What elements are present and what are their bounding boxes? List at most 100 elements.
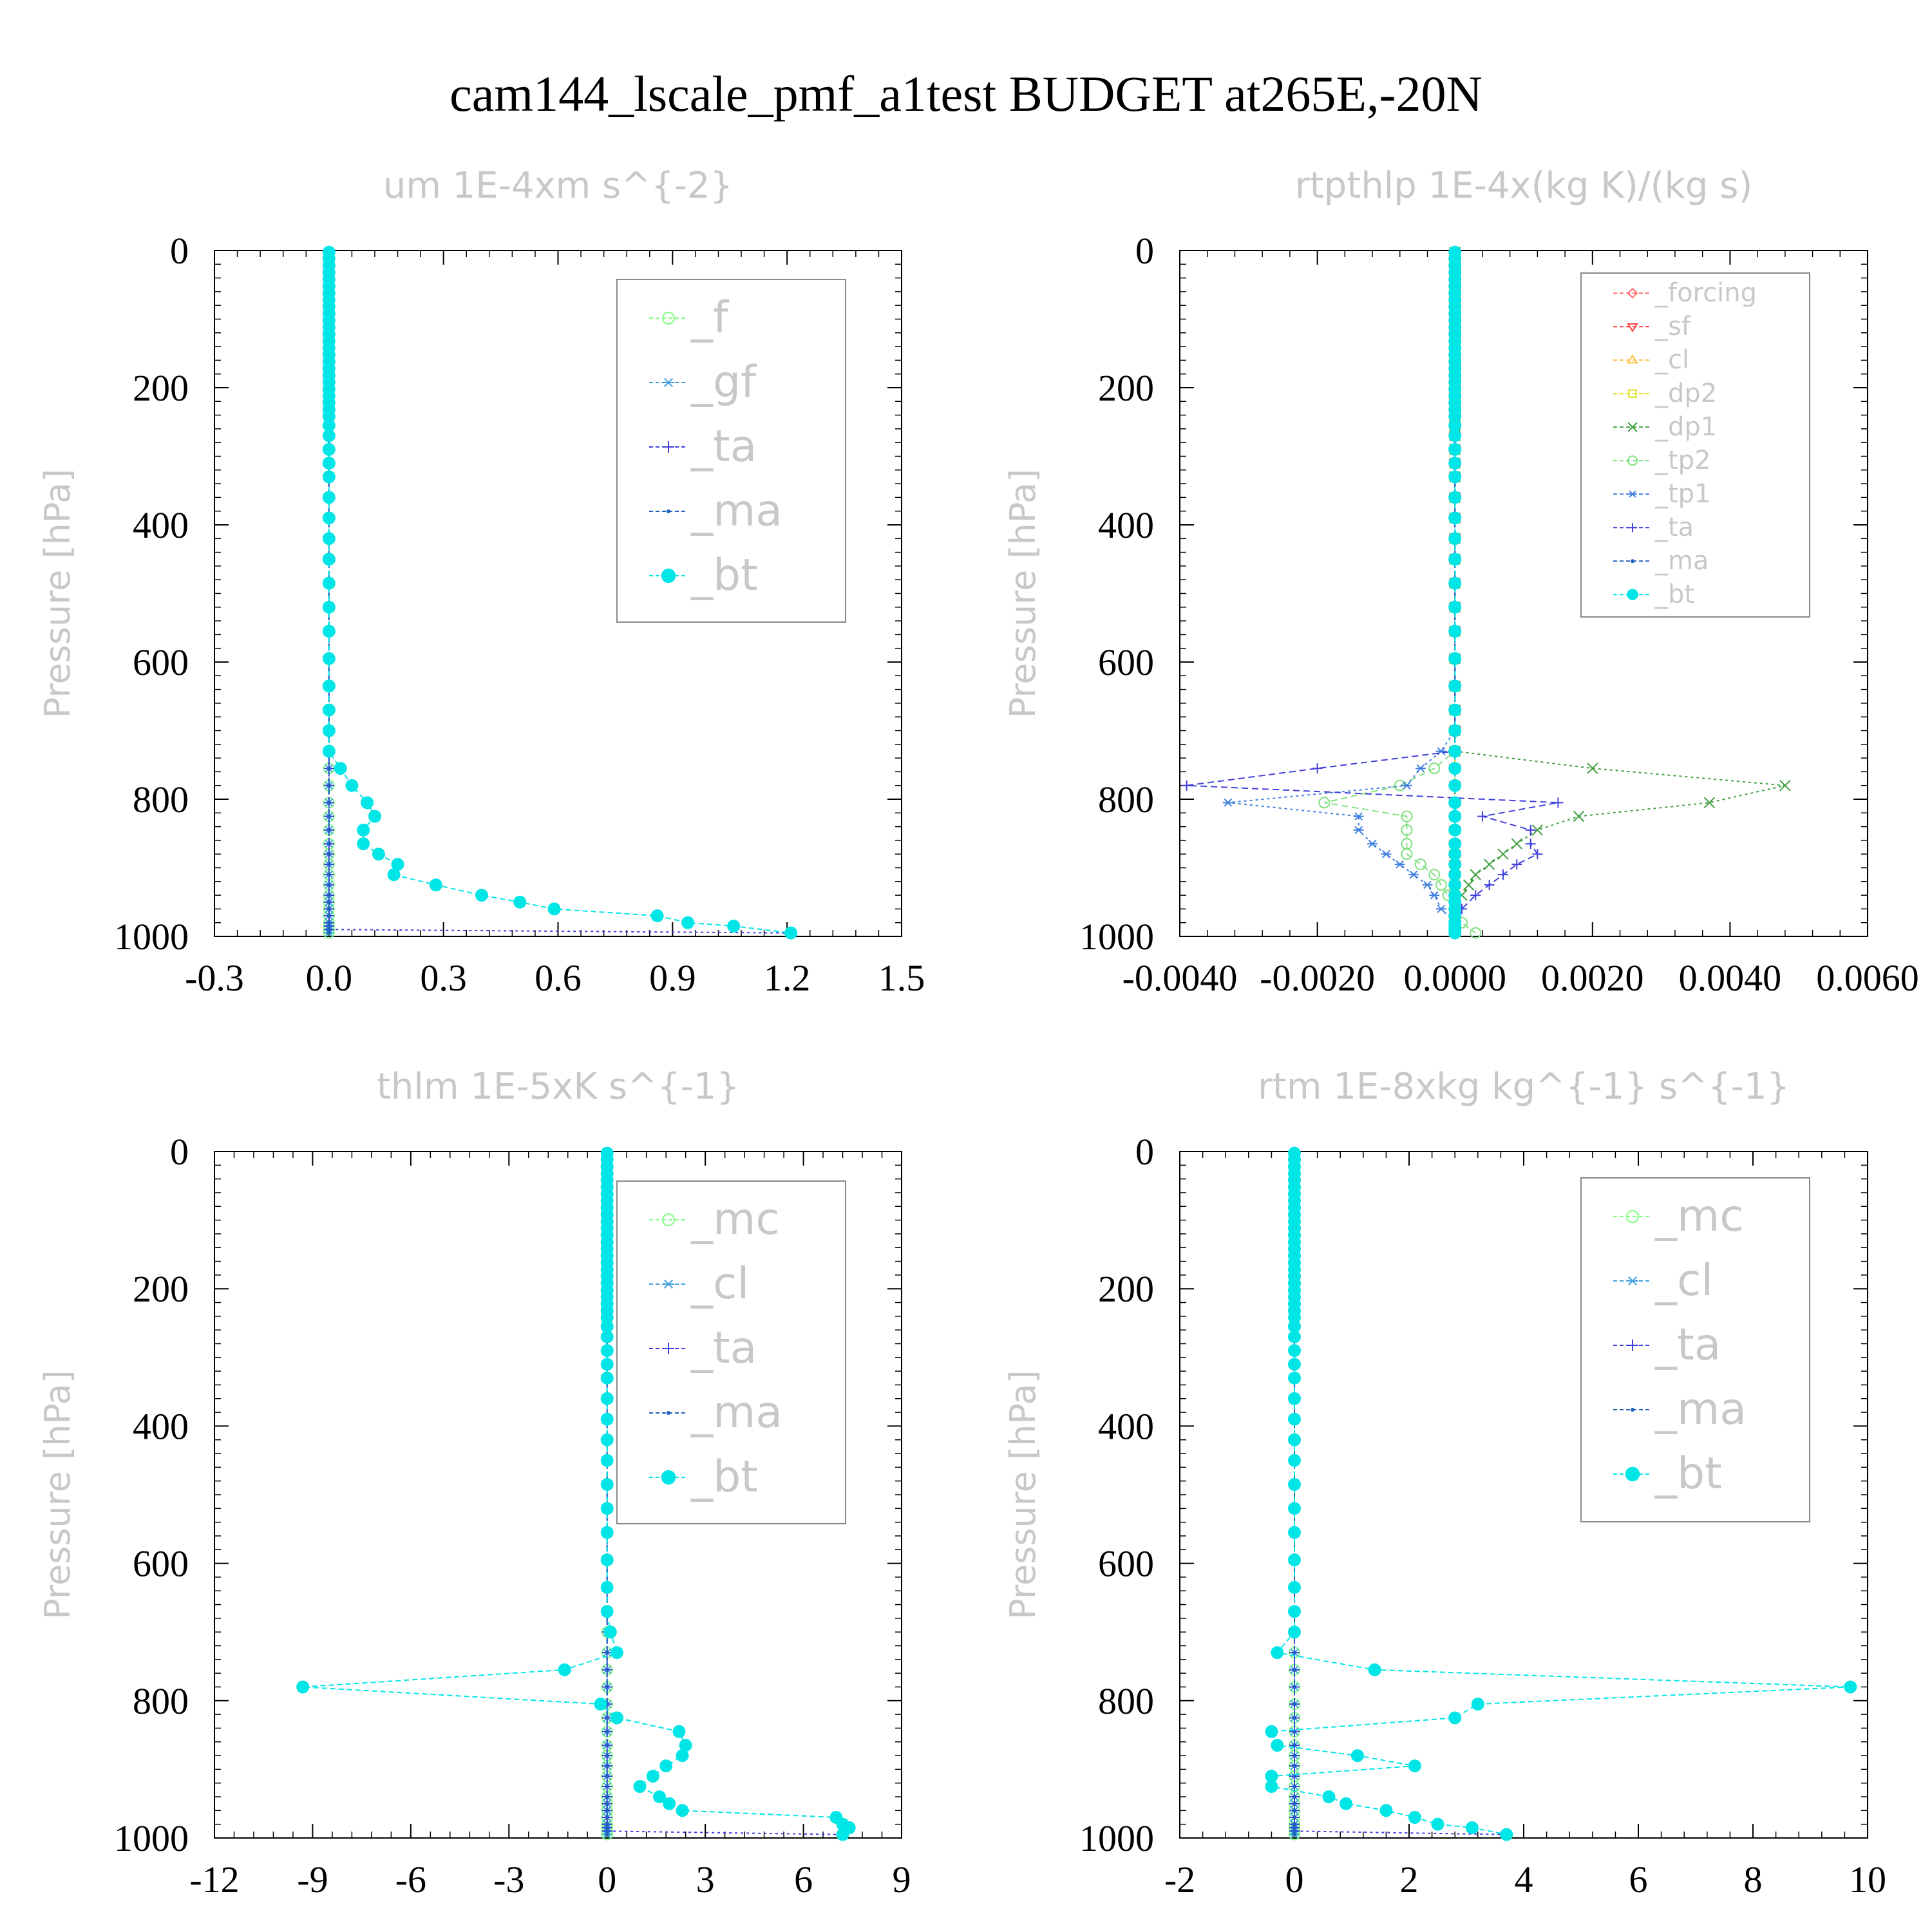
data-point	[1428, 869, 1441, 881]
x-tick-label: 0.0020	[1541, 957, 1644, 999]
series-line	[1227, 252, 1456, 923]
data-point	[1448, 442, 1462, 456]
data-point	[1470, 890, 1481, 901]
data-point	[1401, 781, 1412, 790]
panel-title: rtpthlp 1E-4x(kg K)/(kg s)	[1295, 165, 1753, 207]
data-point	[345, 779, 359, 792]
data-point	[1288, 1553, 1301, 1567]
data-point	[322, 625, 336, 638]
data-point	[1368, 1663, 1381, 1676]
legend-label: _f	[690, 292, 730, 343]
data-point	[600, 1580, 614, 1594]
legend-label: _forcing	[1654, 278, 1757, 308]
legend-marker	[1628, 389, 1637, 398]
x-tick-label: 0.0	[306, 957, 353, 999]
data-point	[1448, 868, 1462, 882]
x-tick-label: -9	[297, 1859, 328, 1900]
data-point	[605, 1774, 609, 1779]
data-point	[429, 878, 442, 892]
data-point	[605, 1808, 609, 1813]
legend-label: _tp2	[1654, 446, 1711, 475]
data-point	[1394, 860, 1405, 869]
data-point	[1532, 849, 1543, 860]
data-point	[1471, 1698, 1484, 1711]
data-point	[322, 703, 336, 717]
data-point	[357, 837, 370, 851]
legend-label: _mc	[1654, 1191, 1744, 1242]
legend-marker	[663, 1343, 674, 1354]
data-point	[600, 1454, 614, 1467]
data-point	[327, 920, 331, 925]
x-tick-label: 0	[1285, 1859, 1304, 1900]
data-point	[1265, 1725, 1278, 1738]
legend-marker	[661, 568, 676, 583]
data-point	[633, 1780, 647, 1794]
data-point	[322, 429, 336, 442]
data-point	[605, 1832, 609, 1837]
data-point	[1293, 1651, 1296, 1655]
data-point	[1435, 879, 1447, 891]
y-axis-label: Pressure [hPa]	[37, 469, 78, 718]
legend-label: _dp2	[1654, 379, 1717, 408]
data-point	[327, 862, 331, 867]
series-bt	[296, 1146, 856, 1841]
data-point	[334, 762, 347, 775]
data-point	[1288, 1412, 1301, 1426]
data-point	[1448, 703, 1462, 717]
legend: _mc _cl _ta _ma _bt	[1580, 1177, 1810, 1522]
data-point	[1448, 858, 1462, 871]
data-point	[1448, 744, 1462, 758]
data-point	[1429, 891, 1440, 900]
y-tick-label: 0	[170, 230, 189, 272]
data-point	[1525, 838, 1536, 849]
data-point	[361, 796, 374, 810]
data-point	[327, 800, 331, 805]
data-point	[322, 470, 336, 484]
data-point	[681, 916, 695, 929]
data-point	[1318, 797, 1331, 809]
data-point	[1531, 824, 1544, 836]
x-tick-label: 0.9	[649, 957, 696, 999]
data-point	[1293, 1774, 1296, 1779]
x-tick-label: 6	[794, 1859, 813, 1900]
data-point	[605, 1829, 609, 1833]
data-point	[1500, 1828, 1513, 1841]
legend-label: _cl	[690, 1258, 749, 1309]
data-point	[1312, 763, 1323, 774]
data-point	[1288, 1526, 1301, 1539]
data-point	[1271, 1739, 1284, 1752]
data-point	[1408, 1759, 1421, 1773]
data-point	[653, 1790, 667, 1804]
data-point	[1288, 1392, 1301, 1405]
data-point	[327, 783, 331, 788]
legend-label: _cl	[1654, 345, 1689, 375]
legend-label: _bt	[690, 550, 758, 601]
legend-marker	[667, 1411, 670, 1415]
data-point	[1293, 1801, 1296, 1806]
data-point	[1448, 762, 1462, 775]
data-point	[327, 927, 331, 932]
data-point	[513, 895, 527, 909]
data-point	[1422, 880, 1433, 889]
data-point	[1293, 1795, 1296, 1799]
data-point	[1448, 837, 1462, 851]
data-point	[1448, 724, 1462, 737]
data-point	[1293, 1826, 1296, 1830]
panel-1: um 1E-4xm s^{-2} Pressure [hPa] 0 200 400 600…	[37, 165, 925, 999]
data-point	[605, 1801, 609, 1806]
series-line	[1270, 1153, 1851, 1835]
legend-label: _ta	[690, 1323, 757, 1374]
data-point	[663, 1797, 676, 1810]
data-point	[1288, 1371, 1301, 1385]
data-point	[322, 600, 336, 614]
data-point	[1322, 1790, 1336, 1804]
x-tick-label: 1.5	[878, 957, 925, 999]
legend-marker	[662, 312, 675, 325]
data-point	[1573, 810, 1585, 822]
data-point	[605, 1822, 609, 1826]
panel-title: thlm 1E-5xK s^{-1}	[377, 1066, 739, 1108]
panel-2: rtpthlp 1E-4x(kg K)/(kg s) Pressure [hPa]…	[1003, 165, 1919, 999]
data-point	[1288, 1344, 1301, 1358]
x-tick-label: 8	[1744, 1859, 1763, 1900]
